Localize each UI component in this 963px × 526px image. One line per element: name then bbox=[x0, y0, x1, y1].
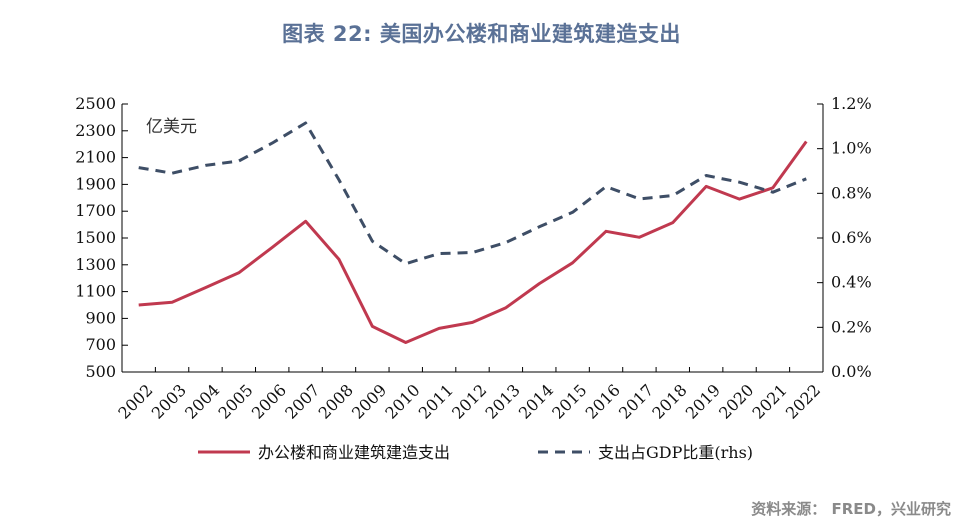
left-tick-label: 900 bbox=[85, 308, 116, 327]
left-tick-label: 1100 bbox=[75, 282, 116, 301]
left-tick-label: 1700 bbox=[75, 201, 116, 220]
left-tick-label: 2500 bbox=[75, 94, 116, 113]
x-tick-label: 2006 bbox=[248, 380, 290, 422]
x-tick-label: 2005 bbox=[214, 380, 256, 422]
x-tick-label: 2008 bbox=[315, 380, 357, 422]
x-tick-label: 2013 bbox=[482, 380, 524, 422]
left-axis-unit: 亿美元 bbox=[146, 117, 197, 137]
left-tick-label: 500 bbox=[85, 362, 116, 381]
right-tick-label: 0.0% bbox=[831, 362, 872, 381]
legend: 办公楼和商业建筑建造支出 支出占GDP比重(rhs) bbox=[198, 443, 753, 462]
series-layer bbox=[138, 121, 808, 344]
left-tick-label: 2300 bbox=[75, 121, 116, 140]
x-tick-label: 2002 bbox=[114, 380, 156, 422]
x-tick-label: 2009 bbox=[348, 380, 390, 422]
x-tick-label: 2019 bbox=[682, 380, 724, 422]
x-tick-label: 2015 bbox=[548, 380, 590, 422]
left-tick-label: 1300 bbox=[75, 255, 116, 274]
x-tick-label: 2016 bbox=[582, 380, 624, 422]
right-tick-label: 1.2% bbox=[831, 94, 872, 113]
right-tick-label: 1.0% bbox=[831, 139, 872, 158]
left-tick-label: 700 bbox=[85, 335, 116, 354]
right-tick-label: 0.2% bbox=[831, 317, 872, 336]
x-tick-label: 2021 bbox=[749, 380, 791, 422]
x-tick-label: 2020 bbox=[715, 380, 757, 422]
series-line-gdp-share bbox=[138, 121, 807, 266]
left-tick-label: 1500 bbox=[75, 228, 116, 247]
left-tick-label: 2100 bbox=[75, 148, 116, 167]
series-line-spending bbox=[138, 140, 808, 344]
x-tick-label: 2007 bbox=[281, 380, 323, 422]
x-tick-label: 2003 bbox=[148, 380, 190, 422]
right-tick-label: 0.4% bbox=[831, 273, 872, 292]
x-tick-label: 2018 bbox=[648, 380, 690, 422]
right-tick-label: 0.8% bbox=[831, 183, 872, 202]
tick-labels: 500 700 900 1100 1300 1500 1700 1900 2100 2300 250… bbox=[75, 94, 871, 423]
x-tick-label: 2010 bbox=[381, 380, 423, 422]
x-tick-label: 2012 bbox=[448, 380, 490, 422]
source-note: 资料来源： FRED，兴业研究 bbox=[751, 500, 951, 518]
x-tick-label: 2011 bbox=[415, 380, 457, 422]
x-tick-label: 2022 bbox=[782, 380, 824, 422]
x-tick-label: 2004 bbox=[181, 380, 223, 422]
left-tick-label: 1900 bbox=[75, 174, 116, 193]
axes bbox=[121, 103, 824, 373]
x-tick-label: 2014 bbox=[515, 380, 557, 422]
legend-label-gdp-share: 支出占GDP比重(rhs) bbox=[598, 443, 753, 462]
x-tick-label: 2017 bbox=[615, 380, 657, 422]
right-tick-label: 0.6% bbox=[831, 228, 872, 247]
legend-label-spending: 办公楼和商业建筑建造支出 bbox=[258, 443, 450, 462]
chart-title: 图表 22: 美国办公楼和商业建筑建造支出 bbox=[282, 22, 681, 46]
